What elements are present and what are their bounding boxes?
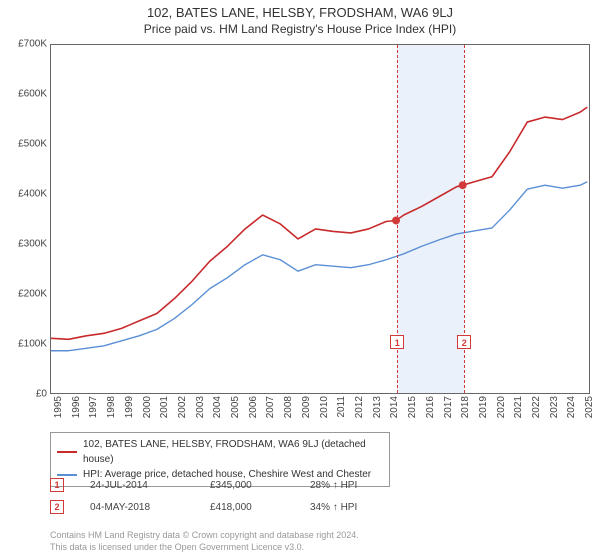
footnote-line2: This data is licensed under the Open Gov… [50,542,304,554]
x-tick-label: 2018 [460,396,471,418]
sale-price: £345,000 [210,480,310,491]
sale-pct: 34% ↑ HPI [310,502,410,513]
x-tick-label: 2025 [584,396,595,418]
x-tick-label: 2016 [425,396,436,418]
sale-date: 24-JUL-2014 [90,480,210,491]
chart-subtitle: Price paid vs. HM Land Registry's House … [0,20,600,38]
sale-row-marker: 1 [50,478,64,492]
x-tick-label: 1997 [88,396,99,418]
sale-row: 1 24-JUL-2014£345,00028% ↑ HPI [50,478,410,492]
x-tick-label: 2007 [265,396,276,418]
chart-svg [51,45,589,393]
x-tick-label: 2001 [159,396,170,418]
sale-point-dot [459,181,467,189]
sale-row: 2 04-MAY-2018£418,00034% ↑ HPI [50,500,410,514]
chart-plot-area: 12 [50,44,590,394]
x-tick-label: 2005 [230,396,241,418]
x-tick-label: 1998 [106,396,117,418]
x-tick-label: 2021 [513,396,524,418]
sale-date: 04-MAY-2018 [90,502,210,513]
x-tick-label: 1995 [53,396,64,418]
x-tick-label: 2003 [195,396,206,418]
y-tick-label: £0 [36,389,47,400]
x-tick-label: 2010 [319,396,330,418]
sale-marker-box: 1 [390,335,404,349]
x-tick-label: 2014 [389,396,400,418]
x-tick-label: 2013 [372,396,383,418]
x-tick-label: 2020 [496,396,507,418]
x-tick-label: 1996 [71,396,82,418]
x-tick-label: 2019 [478,396,489,418]
x-tick-label: 2004 [212,396,223,418]
x-tick-label: 2023 [549,396,560,418]
sale-row-marker: 2 [50,500,64,514]
y-tick-label: £100K [18,339,47,350]
x-tick-label: 2024 [566,396,577,418]
y-tick-label: £600K [18,89,47,100]
series-hpi [51,182,587,351]
sale-marker-box: 2 [457,335,471,349]
x-tick-label: 2006 [248,396,259,418]
legend-swatch [57,474,77,476]
x-tick-label: 2002 [177,396,188,418]
series-property [51,107,587,339]
y-tick-label: £700K [18,39,47,50]
x-tick-label: 2000 [142,396,153,418]
sale-pct: 28% ↑ HPI [310,480,410,491]
legend-swatch [57,451,77,453]
x-tick-label: 2011 [336,396,347,418]
legend-item: 102, BATES LANE, HELSBY, FRODSHAM, WA6 9… [57,437,383,467]
x-tick-label: 2008 [283,396,294,418]
x-tick-label: 2015 [407,396,418,418]
legend-label: 102, BATES LANE, HELSBY, FRODSHAM, WA6 9… [83,437,383,467]
footnote-line1: Contains HM Land Registry data © Crown c… [50,530,359,542]
x-tick-label: 2017 [443,396,454,418]
y-tick-label: £200K [18,289,47,300]
y-tick-label: £400K [18,189,47,200]
sale-point-dot [392,217,400,225]
x-tick-label: 1999 [124,396,135,418]
x-tick-label: 2022 [531,396,542,418]
y-tick-label: £500K [18,139,47,150]
x-tick-label: 2009 [301,396,312,418]
y-tick-label: £300K [18,239,47,250]
sale-price: £418,000 [210,502,310,513]
x-tick-label: 2012 [354,396,365,418]
chart-title: 102, BATES LANE, HELSBY, FRODSHAM, WA6 9… [0,0,600,20]
